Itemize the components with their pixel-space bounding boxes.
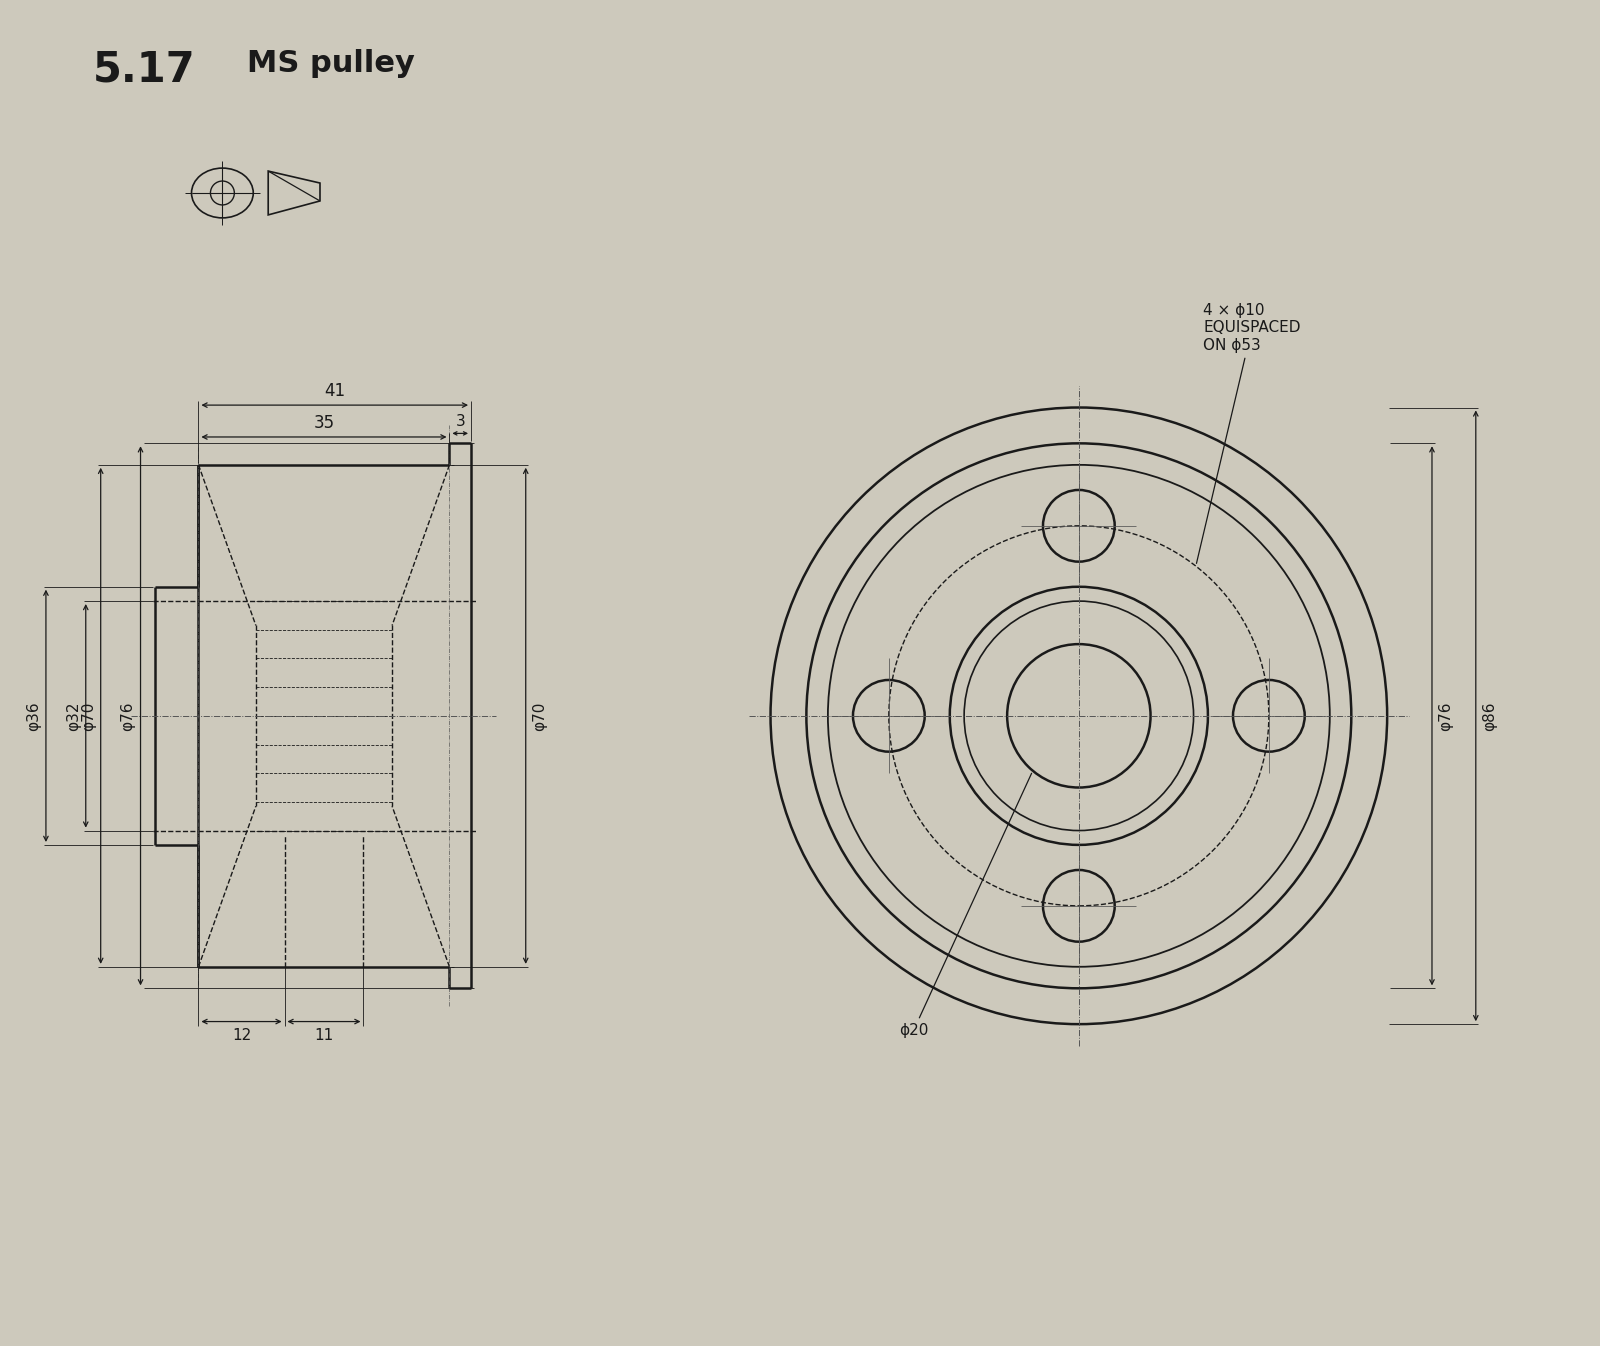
- Text: φ70: φ70: [531, 701, 547, 731]
- Text: 35: 35: [314, 415, 334, 432]
- Text: φ76: φ76: [120, 701, 136, 731]
- Text: 12: 12: [232, 1027, 251, 1043]
- Text: φ70: φ70: [80, 701, 96, 731]
- Text: ϕ20: ϕ20: [899, 773, 1032, 1038]
- Text: φ86: φ86: [1482, 701, 1496, 731]
- Text: MS pulley: MS pulley: [248, 48, 414, 78]
- Text: φ36: φ36: [26, 701, 42, 731]
- Text: 3: 3: [456, 415, 466, 429]
- Text: 5.17: 5.17: [93, 48, 195, 90]
- Text: 11: 11: [314, 1027, 333, 1043]
- Text: 41: 41: [325, 382, 346, 400]
- Text: φ32: φ32: [66, 701, 80, 731]
- Text: 4 × ϕ10
EQUISPACED
ON ϕ53: 4 × ϕ10 EQUISPACED ON ϕ53: [1197, 303, 1301, 564]
- Text: φ76: φ76: [1438, 701, 1453, 731]
